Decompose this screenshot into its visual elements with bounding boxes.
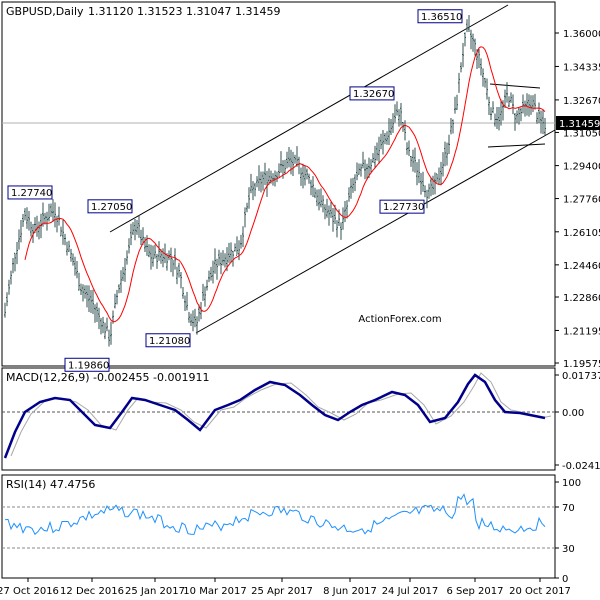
channel-lower-line [195,129,556,334]
macd-tick-label: -0.024163 [562,461,600,472]
annotation-label: 1.32670 [353,89,394,100]
x-tick-label: 10 Mar 2017 [183,586,246,597]
annotation-label: 1.27740 [11,188,52,199]
price-tick-label: 1.26105 [563,228,600,239]
annotation-box [87,199,133,214]
macd-panel [1,367,556,471]
x-tick-label: 25 Apr 2017 [251,586,313,597]
annotation-box [7,185,53,200]
rsi-title: RSI(14) 47.4756 [6,478,95,491]
price-tick-label: 1.21195 [563,326,600,337]
price-tick-label: 1.22860 [563,293,600,304]
price-tick-label: 1.19575 [563,359,600,370]
macd-y-axis: 0.017377 0.00 -0.024163 [555,371,600,472]
moving-average-line [24,46,546,323]
ohlc-readout: 1.31120 1.31523 1.31047 1.31459 [88,5,280,18]
symbol-label: GBPUSD,Daily [6,5,84,18]
macd-tick-label: 0.017377 [562,371,600,382]
channel-upper-line [109,4,509,233]
rsi-y-axis: 100 70 30 0 [555,478,581,585]
annotation-label: 1.36510 [421,12,462,23]
x-tick-label: 27 Oct 2016 [0,586,59,597]
annotation-box [64,357,110,372]
price-y-axis: 1.36000 1.34335 1.32670 1.31050 1.29400 1.277… [555,29,600,370]
current-price-box [556,116,600,130]
x-tick-label: 6 Sep 2017 [446,586,503,597]
price-annotations: 1.27740 1.27050 1.19860 1.21080 1.32670 1.277… [7,9,463,372]
price-panel [1,1,556,367]
annotation-box [379,199,425,214]
watermark: ActionForex.com [358,314,441,325]
pennant-upper-line [489,83,541,89]
price-tick-label: 1.29400 [563,162,600,173]
rsi-tick-label: 0 [562,574,568,585]
rsi-tick-label: 100 [562,478,581,489]
price-tick-label: 1.31050 [563,128,600,139]
rsi-tick-label: 70 [562,503,575,514]
rsi-tick-label: 30 [562,544,575,555]
annotation-label: 1.19860 [68,360,109,371]
price-tick-label: 1.32670 [563,96,600,107]
price-bars [4,14,546,347]
x-tick-label: 25 Jan 2017 [125,586,185,597]
rsi-line [4,493,546,536]
annotation-label: 1.21080 [149,336,190,347]
price-tick-label: 1.34335 [563,62,600,73]
price-tick-label: 1.24460 [563,261,600,272]
current-price-label: 1.31459 [559,119,600,130]
x-tick-label: 20 Oct 2017 [509,586,571,597]
rsi-panel [1,474,556,579]
x-tick-label: 12 Dec 2016 [60,586,124,597]
price-tick-label: 1.36000 [563,29,600,40]
macd-title: MACD(12,26,9) -0.002455 -0.001911 [6,371,209,384]
annotation-box [349,86,395,101]
annotation-box [145,333,191,348]
macd-main-line [3,373,546,459]
macd-tick-label: 0.00 [562,408,584,419]
price-tick-label: 1.27760 [563,195,600,206]
annotation-label: 1.27050 [91,202,132,213]
annotation-box [417,9,463,24]
x-tick-label: 24 Jul 2017 [382,586,439,597]
x-tick-label: 8 Jun 2017 [323,586,377,597]
annotation-label: 1.27730 [383,202,424,213]
pennant-lower-line [487,143,546,148]
